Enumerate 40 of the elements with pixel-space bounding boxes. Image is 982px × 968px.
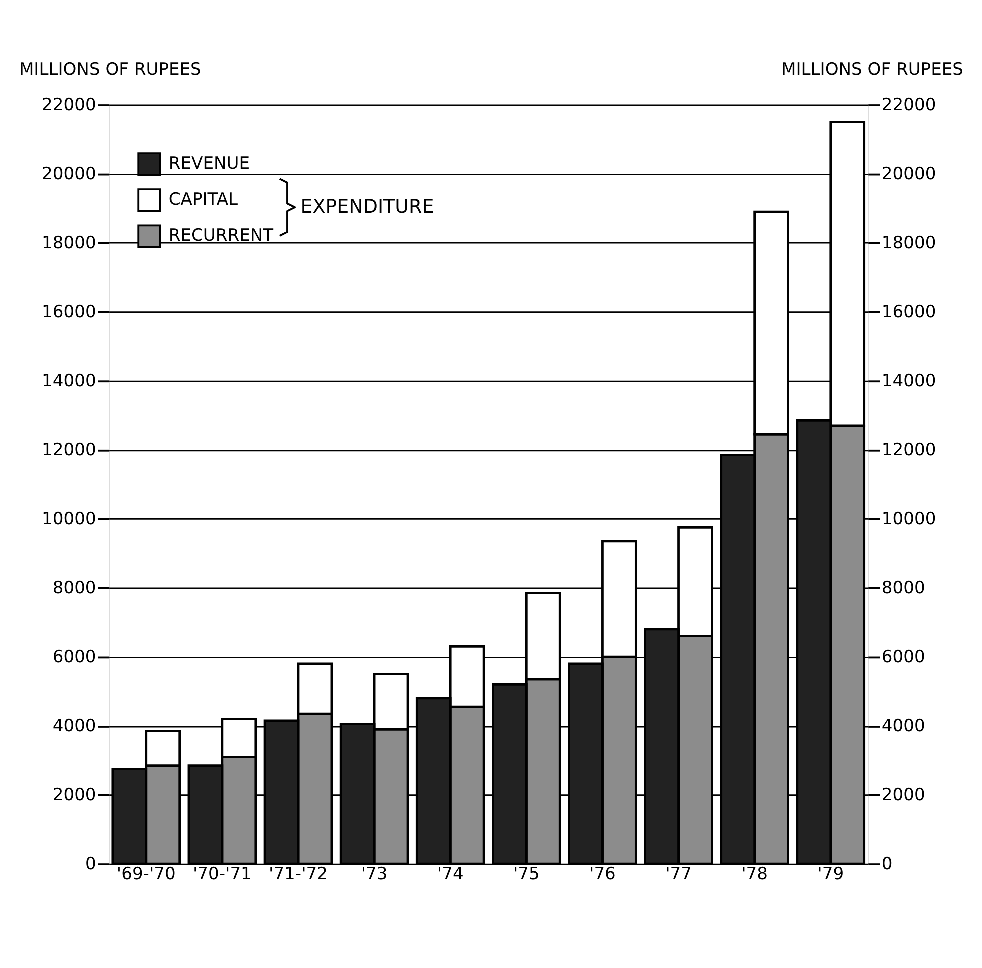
- y-tick-label: 2000: [52, 785, 96, 806]
- legend-title: EXPENDITURE: [300, 196, 434, 218]
- y2-tick-label: 22000: [882, 95, 936, 116]
- x-tick-label: '74: [437, 864, 464, 885]
- y2-tick-label: 2000: [882, 785, 926, 806]
- y-tick-label: 10000: [42, 509, 96, 530]
- y2-tick-label: 16000: [882, 302, 936, 322]
- y2-tick-label: 0: [882, 854, 893, 874]
- y-tick-label: 0: [85, 854, 96, 874]
- y-tick-label: 12000: [42, 440, 96, 460]
- legend-label: CAPITAL: [168, 190, 239, 210]
- legend-label: REVENUE: [168, 154, 250, 174]
- y2-tick-label: 14000: [882, 371, 936, 392]
- x-tick-label: '77: [666, 864, 692, 885]
- y2-tick-label: 6000: [882, 647, 926, 668]
- y-tick-label: 18000: [42, 233, 96, 254]
- x-tick-label: '78: [742, 864, 768, 885]
- y-tick-label: 8000: [52, 578, 96, 598]
- x-tick-label: '69-'70: [116, 864, 176, 885]
- y-tick-label: 4000: [52, 716, 96, 736]
- y2-tick-label: 4000: [882, 716, 926, 736]
- x-tick-label: '73: [361, 864, 388, 885]
- y2-tick-label: 20000: [882, 164, 936, 184]
- legend-label: RECURRENT: [168, 226, 274, 246]
- y2-tick-label: 18000: [882, 233, 936, 254]
- x-tick-label: '71-'72: [269, 864, 328, 885]
- y-tick-label: 14000: [42, 371, 96, 392]
- y-tick-label: 20000: [42, 164, 96, 184]
- x-tick-label: '70-'71: [192, 864, 252, 885]
- y2-tick-label: 12000: [882, 440, 936, 460]
- y-tick-label: 16000: [42, 302, 96, 322]
- y-tick-label: 22000: [42, 95, 96, 116]
- x-tick-label: '75: [513, 864, 540, 885]
- y2-tick-label: 8000: [882, 578, 926, 598]
- y-axis-title: MILLIONS OF RUPEES: [19, 60, 202, 80]
- y-tick-label: 6000: [52, 647, 96, 668]
- x-tick-label: '76: [590, 864, 616, 885]
- y2-tick-label: 10000: [882, 509, 936, 530]
- y2-axis-title: MILLIONS OF RUPEES: [782, 60, 964, 80]
- x-tick-label: '79: [818, 864, 844, 885]
